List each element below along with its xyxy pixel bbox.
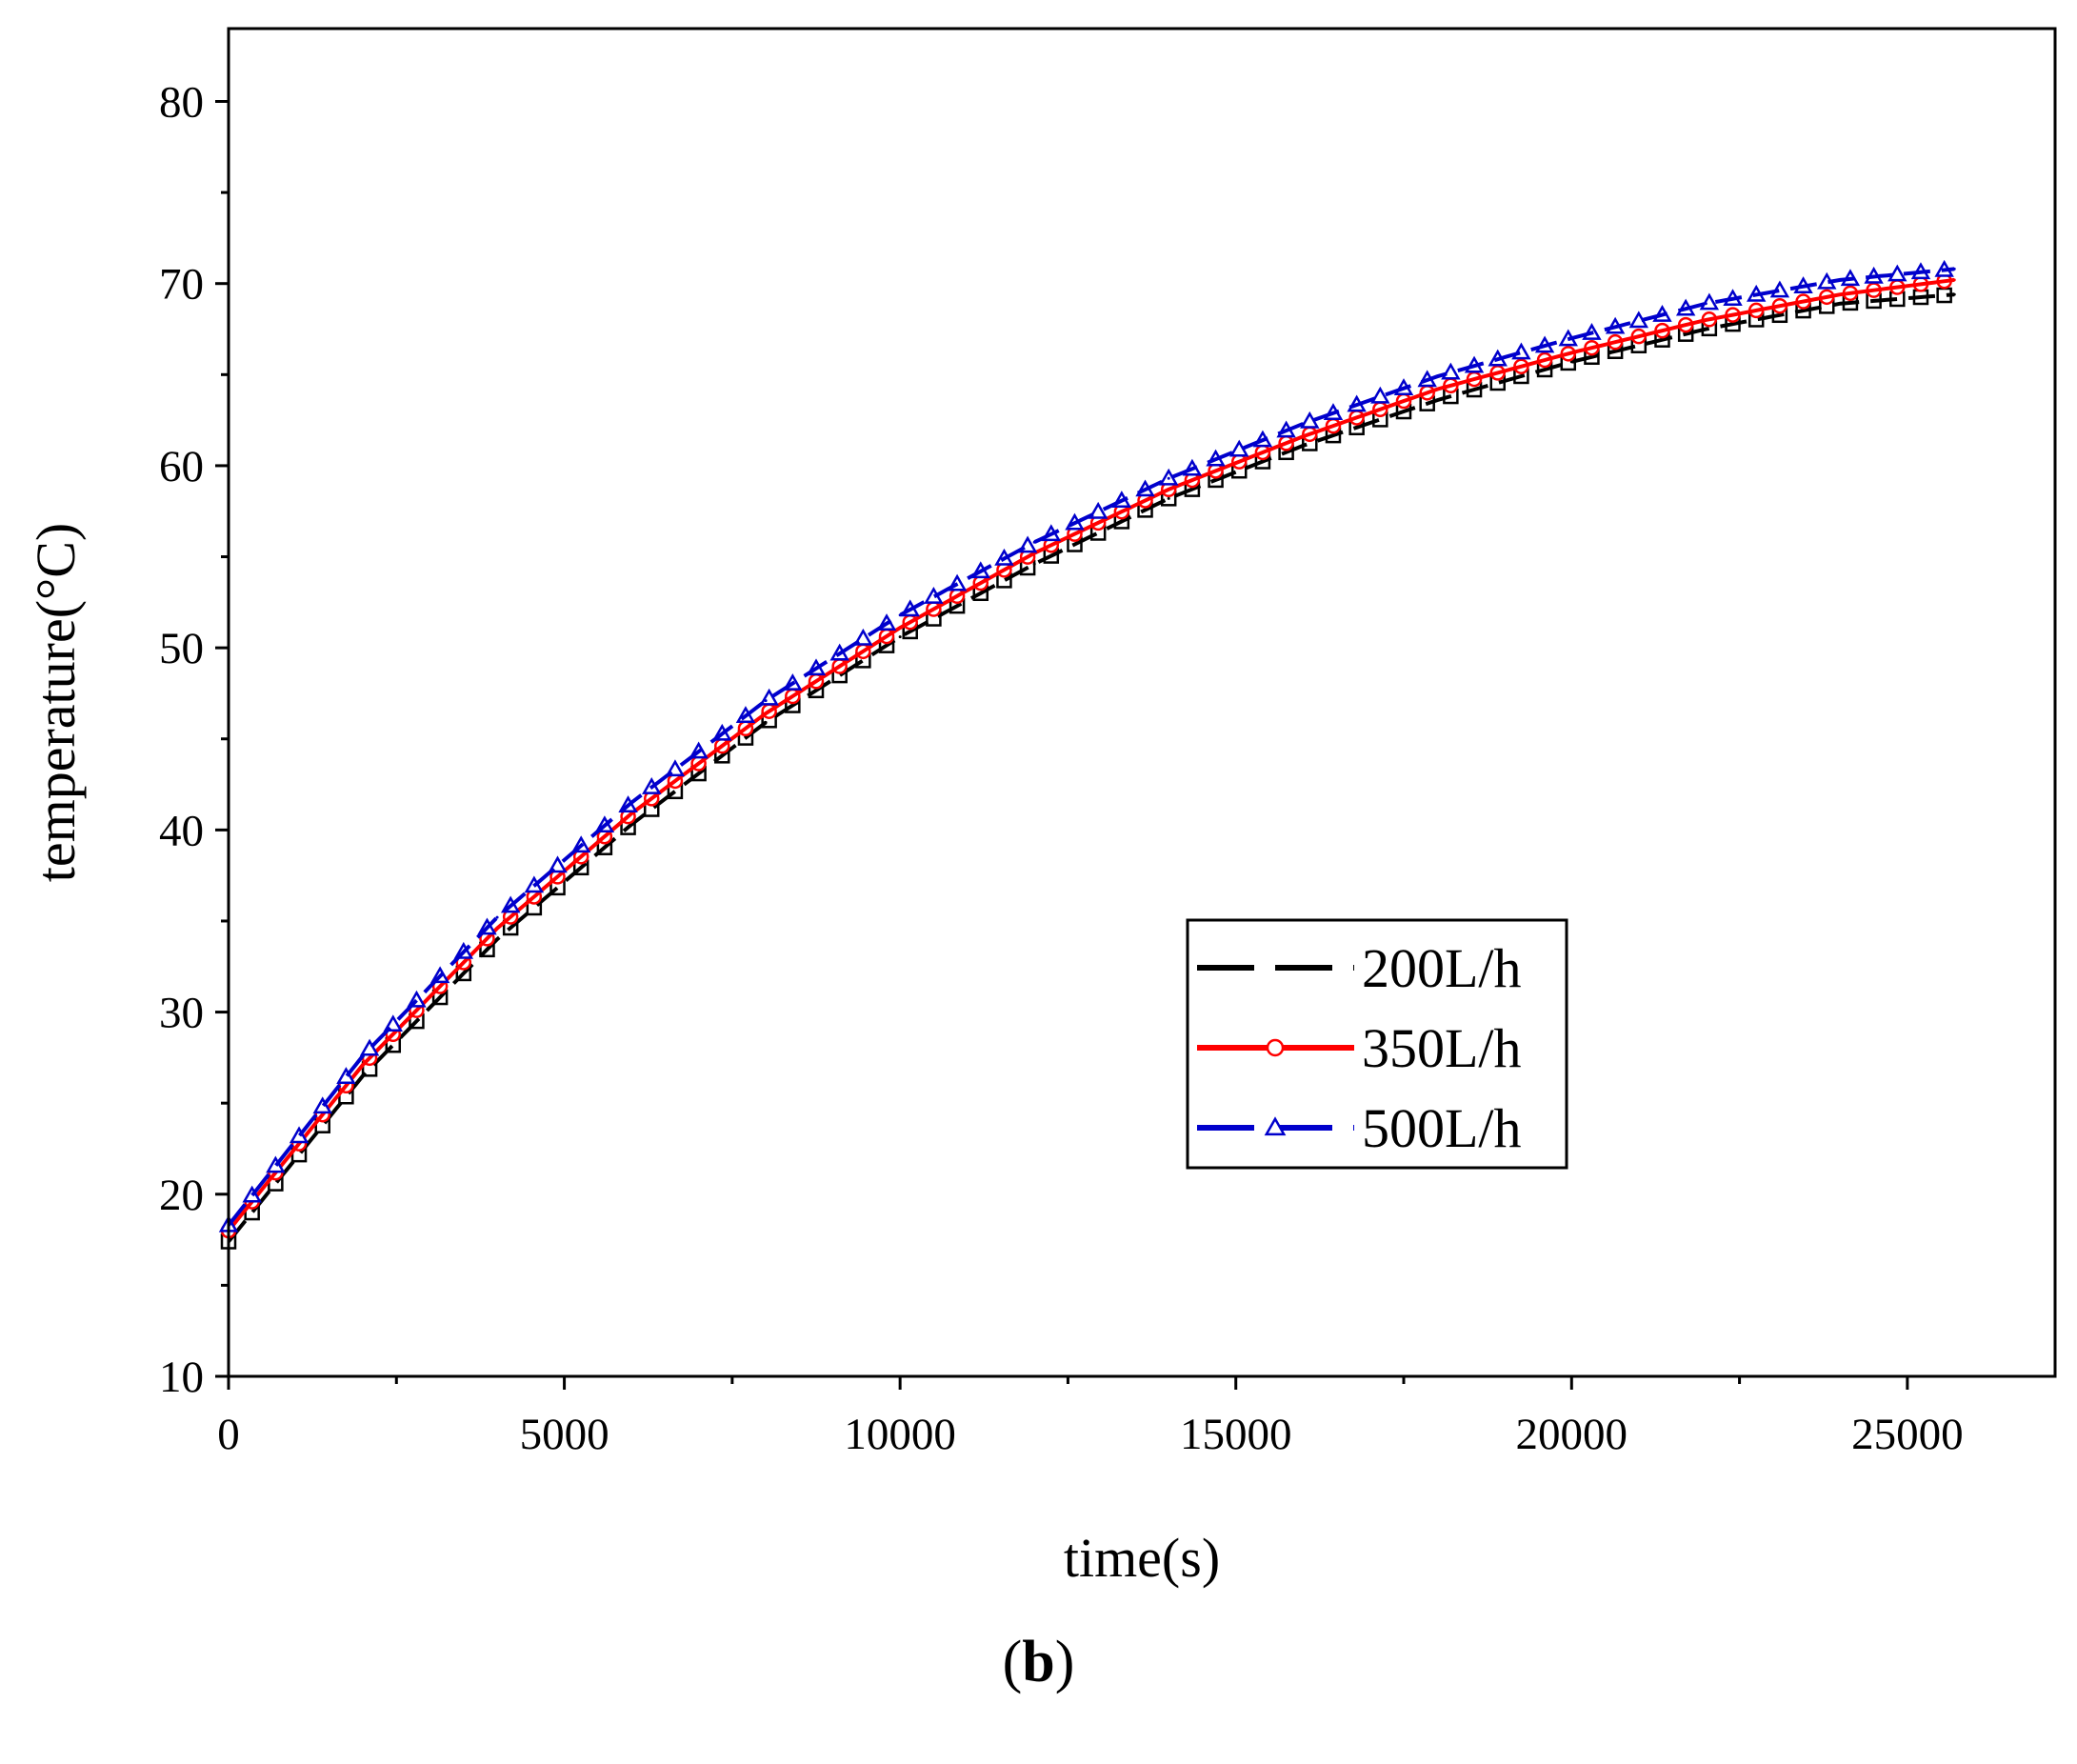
y-axis-label: temperature(°C) (25, 523, 87, 882)
x-tick-label: 5000 (520, 1410, 609, 1459)
series-200l-h-point (1435, 398, 1439, 402)
legend-item-350l-h: 350L/h (1197, 1017, 1522, 1079)
y-tick-label: 70 (159, 260, 204, 310)
series-350l-h-point (361, 1063, 365, 1067)
series-500l-h-point (1301, 422, 1305, 426)
series-350l-h-point (898, 626, 902, 630)
series-500l-h-point (629, 801, 633, 805)
panel-letter: b (1022, 1630, 1055, 1694)
series-500l-h-marker (1229, 439, 1249, 457)
legend-marker (1264, 1116, 1287, 1136)
series-200l-h-point (361, 1073, 365, 1077)
series-200l-h-point (1167, 496, 1170, 500)
series-500l-h-point (1838, 278, 1842, 282)
series-350l-h-point (629, 812, 633, 815)
x-tick-label: 10000 (844, 1410, 956, 1459)
series-layer (218, 259, 1956, 1250)
series-350l-h-point (1167, 488, 1170, 491)
series-350l-h-line (227, 277, 1955, 1233)
axis-ticks: 10 20 30 40 50 60 70 80 0 5000 10000 15000 20000 2500… (159, 77, 1964, 1459)
x-tick-label: 20000 (1516, 1410, 1628, 1459)
series-350l-h-point (1952, 278, 1956, 282)
x-axis-label: time(s) (1064, 1527, 1220, 1589)
series-200l-h-point (1704, 328, 1708, 331)
legend-marker (1266, 1038, 1285, 1057)
legend: 200L/h 350L/h 500L/h (1186, 918, 1568, 1170)
series-500l-h-point (764, 699, 768, 703)
series-500l-h-point (1167, 476, 1170, 480)
y-tick-label: 80 (159, 77, 204, 127)
series-200l-h-point (1952, 292, 1956, 296)
series-500l-h-marker (1699, 292, 1720, 311)
legend-label: 500L/h (1362, 1097, 1522, 1159)
panel-label: (b) (1002, 1630, 1075, 1694)
series-350l-h-point (495, 927, 499, 931)
series-500l-h-point (361, 1053, 365, 1057)
series-500l-h-marker (548, 855, 568, 873)
series-350l-h-point (1704, 318, 1708, 322)
x-tick-label: 15000 (1180, 1410, 1292, 1459)
series-350l-h-point (1301, 434, 1305, 438)
series-500l-h-marker (853, 628, 873, 646)
series-200l-h-point (1032, 562, 1036, 566)
series-500l-h-marker (1088, 501, 1108, 519)
legend-label: 200L/h (1362, 937, 1522, 999)
series-500l-h-point (1704, 302, 1708, 306)
series-500l-h-point (495, 915, 499, 919)
series-200l-h-point (495, 937, 499, 941)
y-tick-label: 60 (159, 442, 204, 491)
series-500l-h-marker (1887, 264, 1907, 282)
y-tick-label: 10 (159, 1353, 204, 1402)
y-tick-label: 30 (159, 989, 204, 1038)
series-350l-h-point (1838, 292, 1842, 296)
series-200l-h (220, 287, 1956, 1250)
series-200l-h-point (898, 635, 902, 639)
series-500l-h-marker (1370, 386, 1390, 404)
series-500l-h-point (898, 613, 902, 617)
y-tick-label: 20 (159, 1171, 204, 1220)
series-500l-h-marker (312, 1096, 332, 1114)
series-500l-h-point (1569, 336, 1573, 340)
y-tick-label: 50 (159, 624, 204, 673)
series-200l-h-line (227, 292, 1955, 1243)
legend-label: 350L/h (1362, 1017, 1522, 1079)
legend-item-200l-h: 200L/h (1197, 937, 1522, 999)
x-tick-label: 25000 (1851, 1410, 1964, 1459)
series-500l-h-marker (336, 1067, 356, 1084)
series-200l-h-point (764, 721, 768, 725)
series-500l-h (218, 259, 1956, 1233)
series-500l-h-point (1952, 267, 1956, 271)
series-350l-h-point (764, 712, 768, 715)
series-500l-h-marker (289, 1126, 310, 1144)
legend-item-500l-h: 500L/h (1197, 1097, 1522, 1159)
series-500l-h-marker (1511, 342, 1531, 360)
series-500l-h-line (227, 267, 1955, 1227)
series-500l-h-point (1032, 540, 1036, 544)
series-500l-h-point (1435, 374, 1439, 378)
x-tick-label: 0 (217, 1410, 240, 1459)
series-500l-h-marker (1300, 411, 1320, 429)
y-tick-label: 40 (159, 806, 204, 855)
series-350l-h-point (1569, 351, 1573, 354)
series-350l-h (220, 272, 1956, 1239)
series-500l-h-marker (359, 1038, 380, 1056)
series-200l-h-point (1569, 360, 1573, 364)
plot-frame (227, 27, 2057, 1378)
series-200l-h-point (1838, 302, 1842, 306)
series-500l-h-marker (1441, 362, 1461, 380)
series-200l-h-point (1301, 444, 1305, 448)
series-350l-h-point (1435, 388, 1439, 391)
